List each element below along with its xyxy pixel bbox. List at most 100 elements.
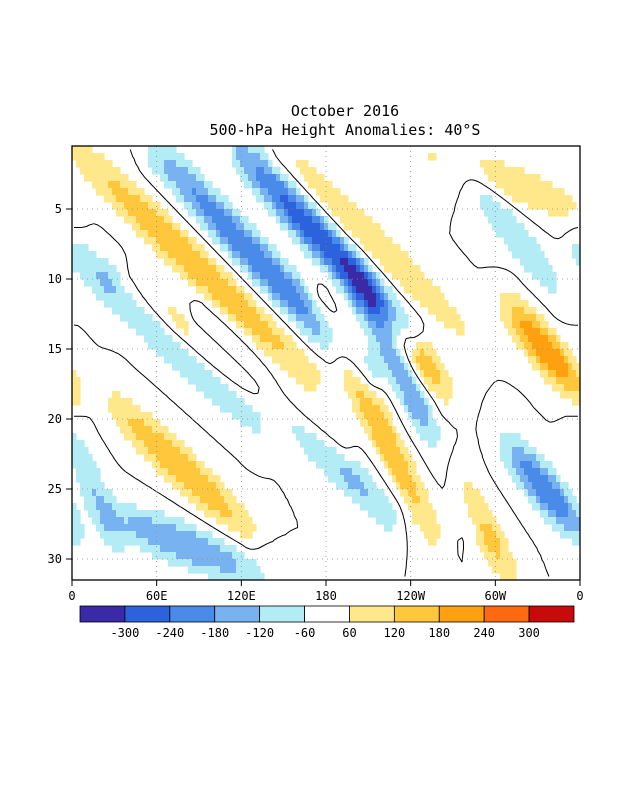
anomaly-cell — [528, 188, 533, 196]
anomaly-cell — [320, 181, 325, 189]
anomaly-cell — [200, 216, 205, 224]
anomaly-cell — [456, 314, 461, 322]
anomaly-cell — [400, 272, 405, 280]
anomaly-cell — [388, 251, 393, 259]
anomaly-cell — [204, 468, 209, 476]
anomaly-cell — [336, 230, 341, 238]
anomaly-cell — [300, 195, 305, 203]
anomaly-cell — [132, 405, 137, 413]
anomaly-cell — [320, 244, 325, 252]
colorbar-swatch — [214, 605, 261, 623]
anomaly-cell — [112, 202, 117, 210]
anomaly-cell — [240, 293, 245, 301]
anomaly-cell — [504, 223, 509, 231]
anomaly-cell — [180, 237, 185, 245]
anomaly-cell — [392, 433, 397, 441]
anomaly-cell — [156, 545, 161, 553]
anomaly-cell — [188, 265, 193, 273]
anomaly-cell — [144, 517, 149, 525]
anomaly-cell — [528, 181, 533, 189]
anomaly-cell — [400, 265, 405, 273]
anomaly-cell — [152, 461, 157, 469]
anomaly-cell — [372, 426, 377, 434]
anomaly-cell — [512, 223, 517, 231]
anomaly-cell — [264, 342, 269, 350]
anomaly-cell — [128, 188, 133, 196]
anomaly-cell — [384, 237, 389, 245]
anomaly-cell — [364, 391, 369, 399]
anomaly-cell — [168, 181, 173, 189]
anomaly-cell — [432, 517, 437, 525]
anomaly-cell — [396, 251, 401, 259]
anomaly-cell — [432, 307, 437, 315]
anomaly-cell — [404, 461, 409, 469]
anomaly-cell — [348, 370, 353, 378]
anomaly-cell — [496, 552, 501, 560]
anomaly-cell — [188, 566, 193, 574]
anomaly-cell — [568, 496, 573, 504]
anomaly-cell — [356, 286, 361, 294]
anomaly-cell — [188, 524, 193, 532]
anomaly-cell — [532, 335, 537, 343]
anomaly-cell — [484, 545, 489, 553]
anomaly-cell — [160, 433, 165, 441]
anomaly-cell — [312, 321, 317, 329]
anomaly-cell — [556, 349, 561, 357]
anomaly-cell — [140, 188, 145, 196]
anomaly-cell — [520, 307, 525, 315]
anomaly-cell — [240, 258, 245, 266]
anomaly-cell — [444, 300, 449, 308]
anomaly-cell — [312, 216, 317, 224]
zero-contour-line — [73, 149, 579, 577]
anomaly-cell — [372, 503, 377, 511]
anomaly-cell — [572, 244, 577, 252]
anomaly-cell — [216, 216, 221, 224]
anomaly-cell — [428, 531, 433, 539]
anomaly-cell — [512, 440, 517, 448]
anomaly-cell — [336, 251, 341, 259]
anomaly-cell — [536, 328, 541, 336]
anomaly-cell — [272, 181, 277, 189]
anomaly-cell — [268, 265, 273, 273]
anomaly-cell — [168, 244, 173, 252]
anomaly-cell — [200, 559, 205, 567]
anomaly-cell — [500, 181, 505, 189]
anomaly-cell — [220, 482, 225, 490]
anomaly-cell — [312, 202, 317, 210]
anomaly-cell — [416, 293, 421, 301]
anomaly-cell — [404, 496, 409, 504]
anomaly-cell — [192, 559, 197, 567]
anomaly-cell — [104, 496, 109, 504]
anomaly-cell — [356, 300, 361, 308]
anomaly-cell — [376, 356, 381, 364]
anomaly-cell — [508, 181, 513, 189]
anomaly-cell — [508, 209, 513, 217]
anomaly-cell — [248, 300, 253, 308]
anomaly-cell — [240, 160, 245, 168]
anomaly-cell — [248, 559, 253, 567]
anomaly-cell — [432, 538, 437, 546]
anomaly-cell — [252, 258, 257, 266]
anomaly-cell — [200, 566, 205, 574]
anomaly-cell — [244, 160, 249, 168]
anomaly-cell — [532, 461, 537, 469]
anomaly-cell — [536, 314, 541, 322]
anomaly-cell — [180, 531, 185, 539]
anomaly-cell — [388, 440, 393, 448]
anomaly-cell — [88, 167, 93, 175]
anomaly-cell — [388, 461, 393, 469]
anomaly-cell — [196, 167, 201, 175]
anomaly-cell — [520, 335, 525, 343]
anomaly-cell — [572, 503, 577, 511]
anomaly-cell — [552, 503, 557, 511]
x-tick-label: 60W — [484, 589, 506, 603]
anomaly-cell — [236, 216, 241, 224]
anomaly-cell — [116, 419, 121, 427]
anomaly-cell — [216, 566, 221, 574]
anomaly-cell — [340, 272, 345, 280]
anomaly-cell — [420, 412, 425, 420]
anomaly-cell — [328, 258, 333, 266]
anomaly-cell — [124, 209, 129, 217]
anomaly-cell — [92, 475, 97, 483]
anomaly-cell — [280, 216, 285, 224]
